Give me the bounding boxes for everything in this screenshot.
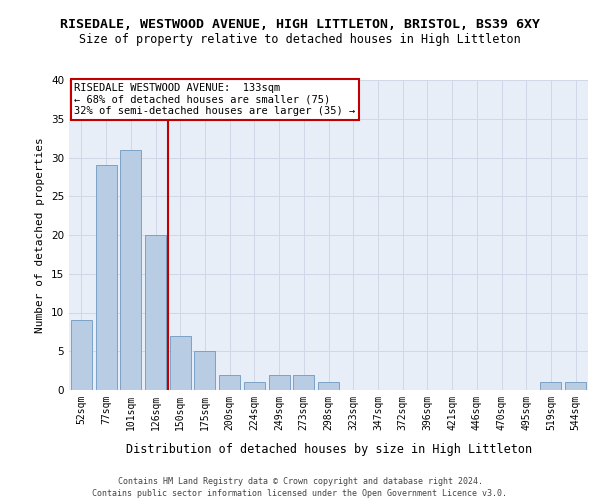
Bar	[145, 235, 166, 390]
Bar	[293, 374, 314, 390]
Bar	[170, 336, 191, 390]
Text: Size of property relative to detached houses in High Littleton: Size of property relative to detached ho…	[79, 32, 521, 46]
Text: RISEDALE WESTWOOD AVENUE:  133sqm
← 68% of detached houses are smaller (75)
32% : RISEDALE WESTWOOD AVENUE: 133sqm ← 68% o…	[74, 83, 355, 116]
Bar	[269, 374, 290, 390]
Text: Distribution of detached houses by size in High Littleton: Distribution of detached houses by size …	[126, 442, 532, 456]
Bar	[541, 382, 562, 390]
Bar	[318, 382, 339, 390]
Text: Contains HM Land Registry data © Crown copyright and database right 2024.: Contains HM Land Registry data © Crown c…	[118, 478, 482, 486]
Bar	[120, 150, 141, 390]
Bar	[95, 165, 116, 390]
Y-axis label: Number of detached properties: Number of detached properties	[35, 137, 46, 333]
Bar	[565, 382, 586, 390]
Bar	[219, 374, 240, 390]
Text: Contains public sector information licensed under the Open Government Licence v3: Contains public sector information licen…	[92, 489, 508, 498]
Text: RISEDALE, WESTWOOD AVENUE, HIGH LITTLETON, BRISTOL, BS39 6XY: RISEDALE, WESTWOOD AVENUE, HIGH LITTLETO…	[60, 18, 540, 30]
Bar	[244, 382, 265, 390]
Bar	[71, 320, 92, 390]
Bar	[194, 351, 215, 390]
